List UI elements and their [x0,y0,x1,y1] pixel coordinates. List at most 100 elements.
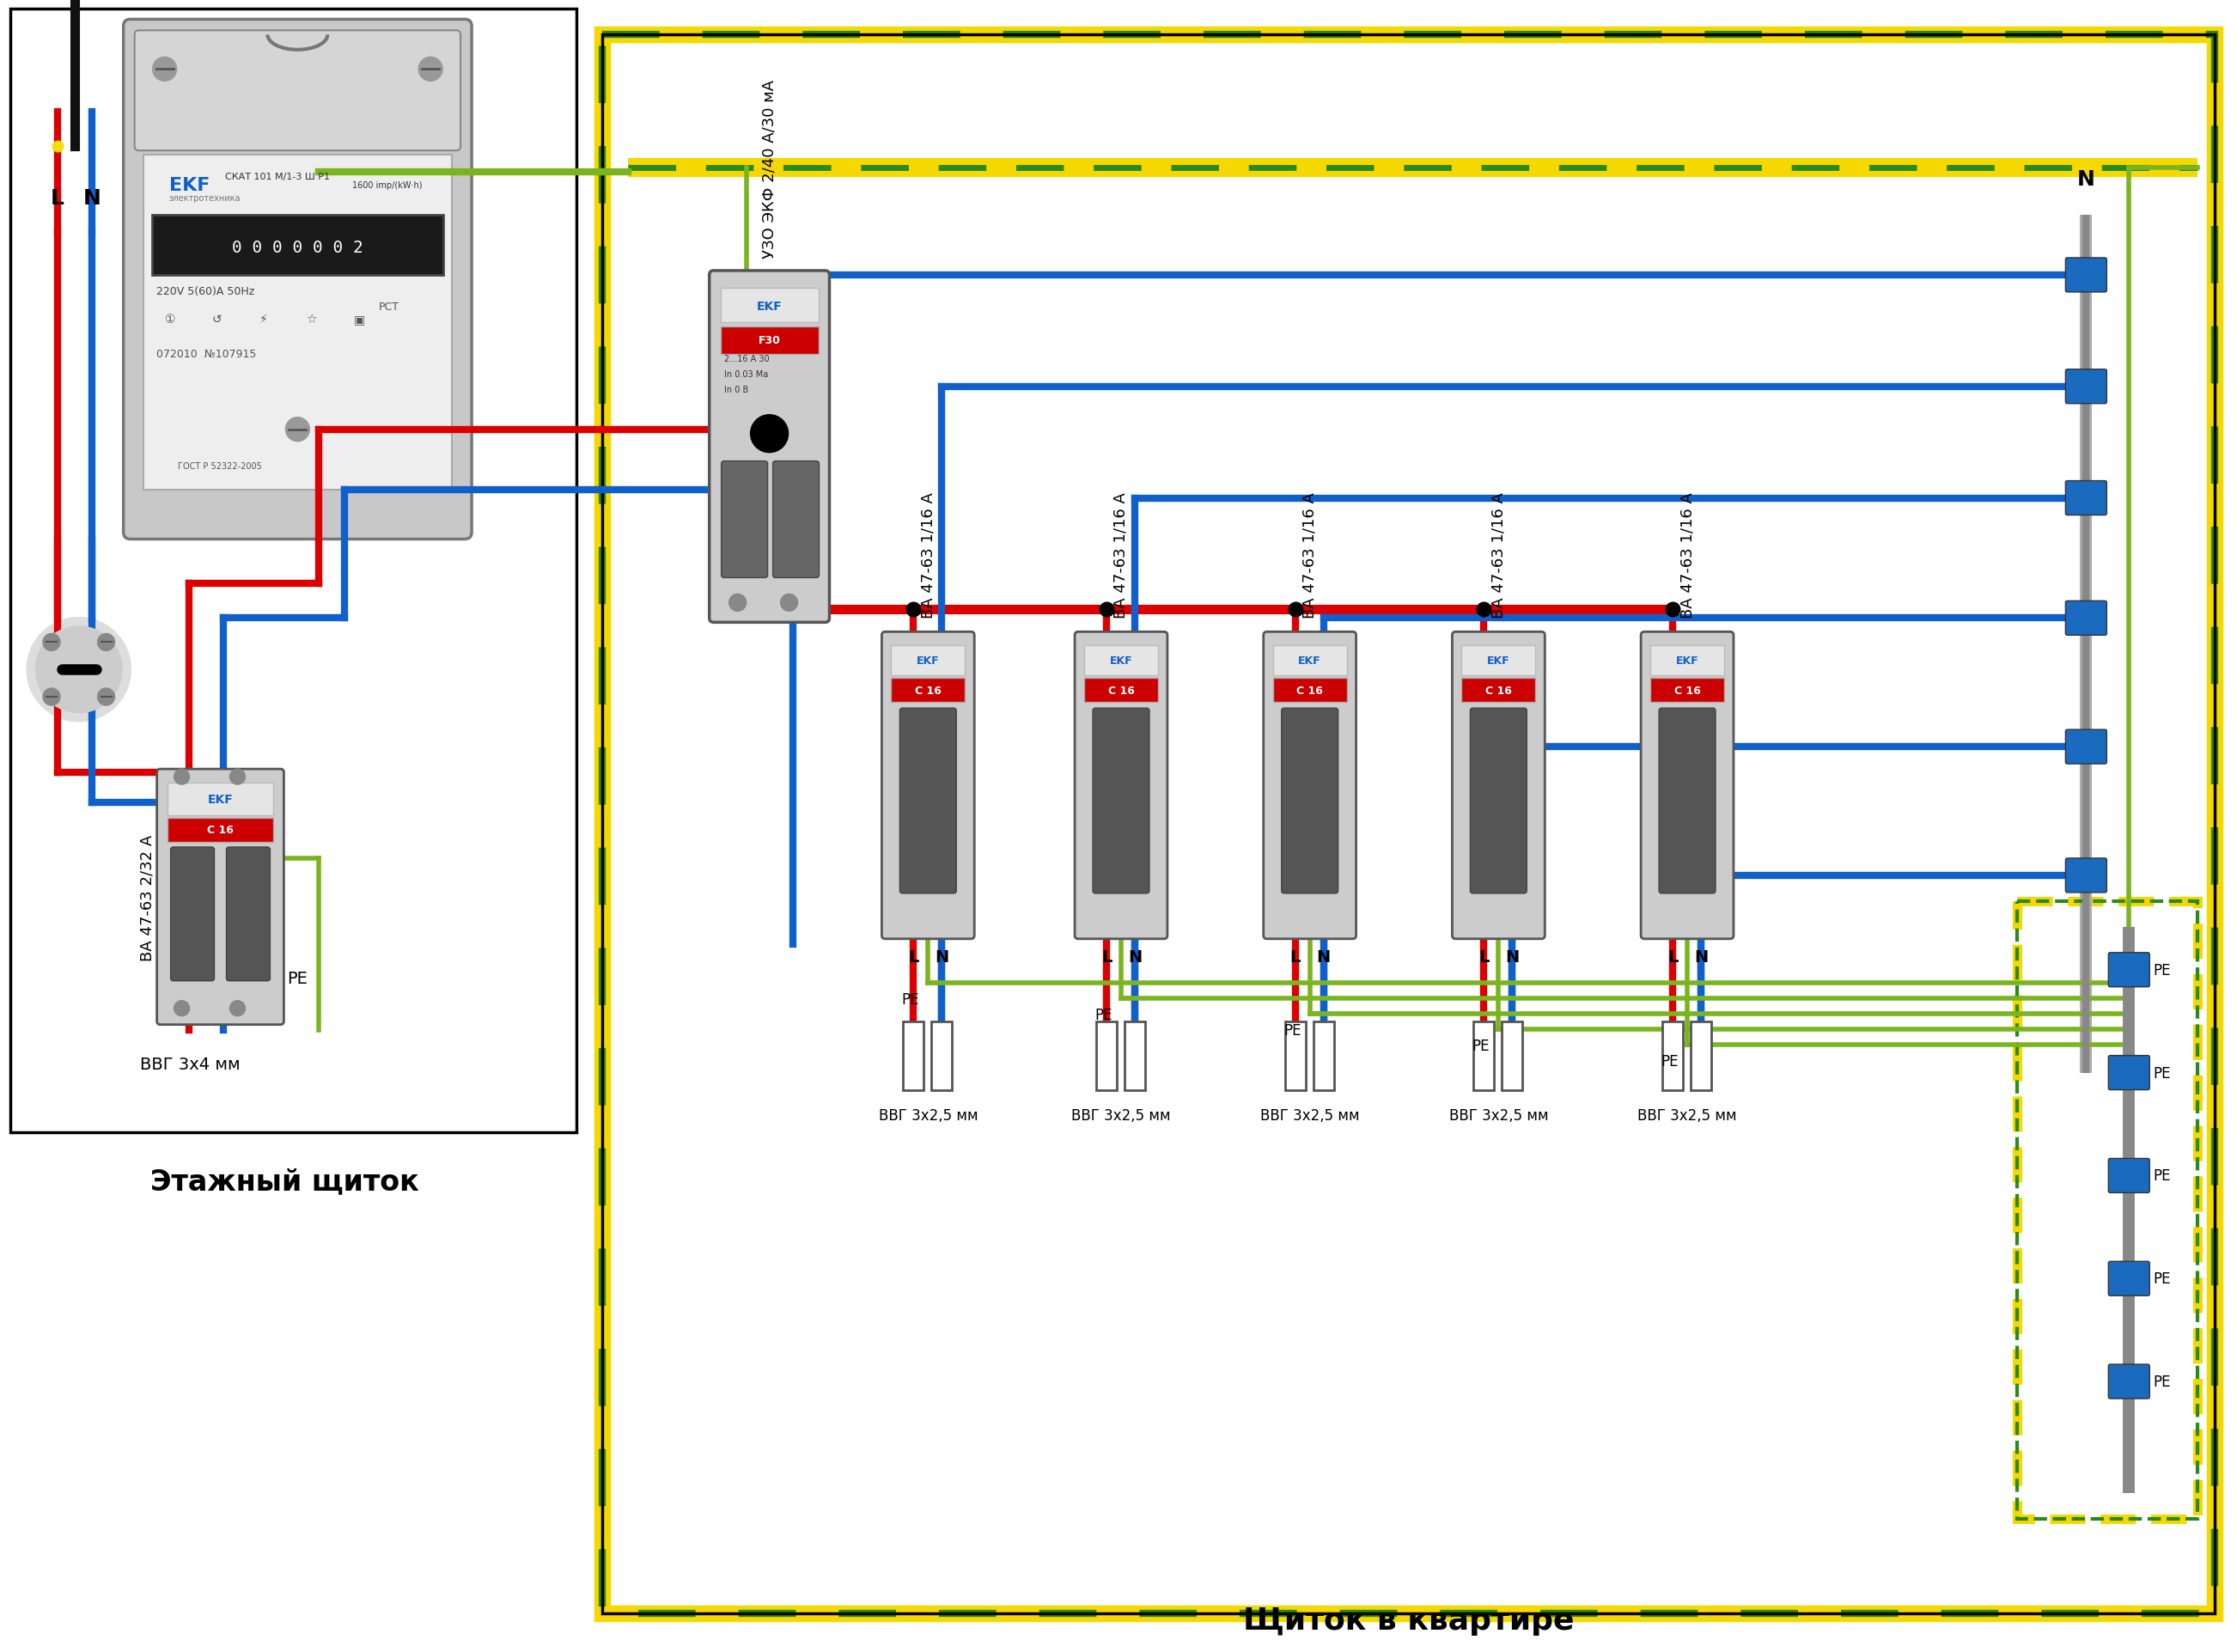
FancyBboxPatch shape [881,633,975,940]
Bar [1096,1021,1116,1090]
Text: ВВГ 3х4 мм: ВВГ 3х4 мм [141,1056,239,1072]
Bar [1085,646,1159,676]
FancyBboxPatch shape [2109,1056,2150,1090]
Bar [720,289,819,322]
FancyBboxPatch shape [720,461,767,578]
Bar [602,35,2215,1612]
Text: In 0 B: In 0 B [725,385,747,393]
FancyBboxPatch shape [2109,953,2150,988]
Bar [152,215,443,276]
Text: УЗО ЭКФ 2/40 А/30 мА: УЗО ЭКФ 2/40 А/30 мА [761,79,776,258]
Text: PE: PE [2152,963,2170,978]
Bar [890,646,964,676]
Text: ВА 47-63 1/16 А: ВА 47-63 1/16 А [919,492,935,618]
FancyBboxPatch shape [2065,859,2107,892]
Bar [890,679,964,702]
Text: In 0.03 Ma: In 0.03 Ma [725,370,767,378]
Text: ВА 47-63 1/16 А: ВА 47-63 1/16 А [1302,492,1318,618]
Text: PE: PE [1662,1054,1678,1069]
FancyBboxPatch shape [899,709,957,894]
Text: PE: PE [902,991,919,1008]
Circle shape [43,689,60,705]
Text: EKF: EKF [168,177,210,195]
Text: EKF: EKF [208,793,233,806]
FancyBboxPatch shape [1092,709,1150,894]
FancyBboxPatch shape [157,770,284,1024]
Text: N: N [935,948,948,965]
FancyBboxPatch shape [2109,1262,2150,1295]
FancyBboxPatch shape [2065,601,2107,636]
FancyBboxPatch shape [2065,258,2107,292]
Bar [1662,1021,1682,1090]
Text: ВВГ 3х2,5 мм: ВВГ 3х2,5 мм [879,1107,978,1123]
Text: 072010  №107915: 072010 №107915 [157,349,255,360]
Text: L: L [1479,948,1490,965]
Text: C 16: C 16 [915,686,942,695]
FancyBboxPatch shape [2109,1365,2150,1399]
Circle shape [729,595,747,611]
Circle shape [230,1001,246,1016]
Text: PE: PE [2152,1270,2170,1287]
Bar [1691,1021,1711,1090]
Bar [1501,1021,1523,1090]
Text: PE: PE [1284,1023,1302,1037]
FancyBboxPatch shape [2109,1158,2150,1193]
Text: C 16: C 16 [1297,686,1322,695]
Text: ↺: ↺ [213,314,221,325]
FancyBboxPatch shape [1452,633,1546,940]
Text: L: L [908,948,919,965]
Text: EKF: EKF [1110,654,1132,666]
Circle shape [152,58,177,83]
Text: 0 0 0 0 0 0 2: 0 0 0 0 0 0 2 [233,240,362,256]
Bar [1085,679,1159,702]
Bar [1313,1021,1333,1090]
Text: ВВГ 3х2,5 мм: ВВГ 3х2,5 мм [1637,1107,1736,1123]
Text: PE: PE [1094,1008,1112,1023]
Text: РСТ: РСТ [378,301,400,312]
Circle shape [286,418,309,441]
Text: EKF: EKF [1676,654,1698,666]
Bar [1125,1021,1145,1090]
FancyBboxPatch shape [170,847,215,981]
Circle shape [418,58,443,83]
Circle shape [174,770,190,785]
FancyBboxPatch shape [1470,709,1528,894]
Bar [2018,902,2197,1518]
Text: N: N [2078,169,2096,190]
Text: L: L [1291,948,1300,965]
Bar [143,155,452,491]
Text: L: L [1667,948,1678,965]
Circle shape [174,1001,190,1016]
Text: ВВГ 3х2,5 мм: ВВГ 3х2,5 мм [1450,1107,1548,1123]
FancyBboxPatch shape [2065,481,2107,515]
Bar [720,327,819,355]
Text: 1600 imp/(kW·h): 1600 imp/(kW·h) [351,182,423,190]
Text: ☆: ☆ [306,314,318,325]
FancyBboxPatch shape [123,20,472,540]
Bar [931,1021,953,1090]
Text: PE: PE [2152,1374,2170,1389]
Text: PE: PE [2152,1066,2170,1080]
Bar [1461,646,1535,676]
Text: 220V 5(60)A 50Hz: 220V 5(60)A 50Hz [157,286,255,297]
Text: EKF: EKF [917,654,940,666]
Text: электротехника: электротехника [168,193,242,203]
Text: C 16: C 16 [208,824,233,836]
Text: ВВГ 3х2,5 мм: ВВГ 3х2,5 мм [1072,1107,1170,1123]
Circle shape [98,689,114,705]
Bar [602,35,2215,1612]
Circle shape [27,618,130,722]
Text: EKF: EKF [1488,654,1510,666]
Text: ВА 47-63 1/16 А: ВА 47-63 1/16 А [1114,492,1130,618]
Text: ВВГ 3х2,5 мм: ВВГ 3х2,5 мм [1259,1107,1360,1123]
Circle shape [43,634,60,651]
Text: Щиток в квартире: Щиток в квартире [1244,1606,1575,1634]
Text: C 16: C 16 [1107,686,1134,695]
Text: N: N [1506,948,1519,965]
Bar [1461,679,1535,702]
Circle shape [230,770,246,785]
Text: N: N [83,188,101,208]
FancyBboxPatch shape [1264,633,1356,940]
FancyBboxPatch shape [1660,709,1716,894]
FancyBboxPatch shape [1642,633,1734,940]
